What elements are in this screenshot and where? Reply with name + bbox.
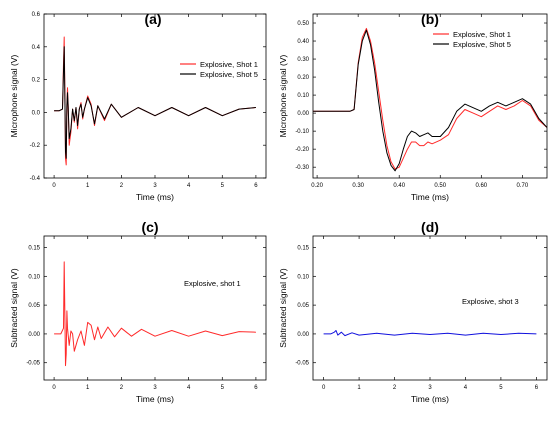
x-tick-label: 0.20 bbox=[311, 183, 323, 189]
y-axis-label: Microphone signal (V) bbox=[9, 54, 19, 137]
y-tick-label: -0.4 bbox=[30, 176, 41, 182]
legend-label: Explosive, Shot 1 bbox=[200, 60, 258, 69]
panel-label: (b) bbox=[421, 11, 439, 27]
x-tick-label: 2 bbox=[120, 183, 124, 189]
x-tick-label: 1 bbox=[86, 183, 90, 189]
x-tick-label: 3 bbox=[153, 385, 157, 391]
x-tick-label: 0.30 bbox=[352, 183, 364, 189]
y-tick-label: 0.2 bbox=[32, 78, 41, 84]
x-tick-label: 5 bbox=[499, 385, 503, 391]
x-axis-label: Time (ms) bbox=[136, 394, 174, 404]
x-tick-label: 4 bbox=[464, 385, 468, 391]
y-tick-label: 0.15 bbox=[28, 246, 40, 252]
x-axis-label: Time (ms) bbox=[411, 192, 449, 202]
annotation-text: Explosive, shot 3 bbox=[462, 297, 519, 306]
x-tick-label: 0.70 bbox=[517, 183, 529, 189]
x-tick-label: 0 bbox=[322, 385, 326, 391]
x-tick-label: 0.60 bbox=[475, 183, 487, 189]
panel-label: (d) bbox=[421, 219, 439, 235]
y-tick-label: -0.05 bbox=[295, 361, 309, 367]
legend-label: Explosive, Shot 5 bbox=[453, 40, 511, 49]
x-tick-label: 6 bbox=[254, 183, 258, 189]
y-tick-label: 0.00 bbox=[28, 332, 40, 338]
series-line-1 bbox=[323, 330, 537, 337]
y-tick-label: -0.30 bbox=[295, 165, 309, 171]
series-line-2 bbox=[313, 29, 547, 172]
y-tick-label: -0.2 bbox=[30, 143, 41, 149]
series-line-1 bbox=[313, 27, 547, 170]
y-tick-label: 0.4 bbox=[32, 45, 41, 51]
y-tick-label: 0.15 bbox=[297, 246, 309, 252]
chart-panel-2: 0.20 0.30 0.40 0.50 0.60 0.70 -0.30 -0.20 -0.10 0… bbox=[278, 11, 548, 202]
x-tick-label: 0.40 bbox=[393, 183, 405, 189]
x-tick-label: 0.50 bbox=[434, 183, 446, 189]
x-tick-label: 1 bbox=[357, 385, 361, 391]
y-tick-label: 0.05 bbox=[28, 303, 40, 309]
series-line-2 bbox=[54, 46, 256, 159]
x-tick-label: 0 bbox=[52, 183, 56, 189]
plot-frame bbox=[43, 13, 267, 179]
plot-frame bbox=[43, 235, 267, 381]
legend-label: Explosive, Shot 5 bbox=[200, 70, 258, 79]
chart-panel-4: 0 1 2 3 4 5 6 -0.05 0.00 0.05 0.10 0.15 Time (ms) Sub… bbox=[278, 219, 548, 404]
x-tick-label: 6 bbox=[254, 385, 258, 391]
x-tick-label: 3 bbox=[153, 183, 157, 189]
x-tick-label: 4 bbox=[187, 385, 191, 391]
y-axis-label: Subtracted signal (V) bbox=[278, 268, 288, 348]
x-tick-label: 2 bbox=[393, 385, 397, 391]
x-tick-label: 5 bbox=[221, 183, 225, 189]
y-tick-label: 0.00 bbox=[297, 111, 309, 117]
y-tick-label: -0.10 bbox=[295, 129, 309, 135]
y-tick-label: 0.6 bbox=[32, 12, 41, 18]
y-tick-label: 0.05 bbox=[297, 303, 309, 309]
y-tick-label: 0.10 bbox=[297, 274, 309, 280]
chart-panel-3: 0 1 2 3 4 5 6 -0.05 0.00 0.05 0.10 0.15 Time (ms) Sub… bbox=[9, 219, 267, 404]
x-tick-label: 2 bbox=[120, 385, 124, 391]
x-tick-label: 6 bbox=[535, 385, 539, 391]
x-tick-label: 3 bbox=[428, 385, 432, 391]
y-tick-label: 0.0 bbox=[32, 110, 41, 116]
chart-panel-1: 0 1 2 3 4 5 6 -0.4 -0.2 0.0 0.2 0.4 0.6 Time (ms) Micr… bbox=[9, 11, 267, 202]
panel-label: (c) bbox=[141, 219, 158, 235]
x-tick-label: 0 bbox=[52, 385, 56, 391]
x-tick-label: 1 bbox=[86, 385, 90, 391]
series-line-1 bbox=[54, 261, 256, 367]
y-tick-label: 0.20 bbox=[297, 75, 309, 81]
y-tick-label: -0.20 bbox=[295, 147, 309, 153]
annotation-text: Explosive, shot 1 bbox=[184, 279, 241, 288]
y-axis-label: Microphone signal (V) bbox=[278, 54, 288, 137]
y-tick-label: 0.00 bbox=[297, 332, 309, 338]
plot-frame bbox=[312, 13, 548, 179]
y-tick-label: 0.10 bbox=[28, 274, 40, 280]
legend-label: Explosive, Shot 1 bbox=[453, 30, 511, 39]
panel-label: (a) bbox=[144, 11, 161, 27]
y-tick-label: 0.40 bbox=[297, 39, 309, 45]
y-tick-label: 0.50 bbox=[297, 21, 309, 27]
y-axis-label: Subtracted signal (V) bbox=[9, 268, 19, 348]
x-axis-label: Time (ms) bbox=[411, 394, 449, 404]
series-line-1 bbox=[54, 36, 256, 166]
y-tick-label: -0.05 bbox=[26, 361, 40, 367]
x-axis-label: Time (ms) bbox=[136, 192, 174, 202]
y-tick-label: 0.10 bbox=[297, 93, 309, 99]
y-tick-label: 0.30 bbox=[297, 57, 309, 63]
x-tick-label: 5 bbox=[221, 385, 225, 391]
x-tick-label: 4 bbox=[187, 183, 191, 189]
plot-frame bbox=[312, 235, 548, 381]
